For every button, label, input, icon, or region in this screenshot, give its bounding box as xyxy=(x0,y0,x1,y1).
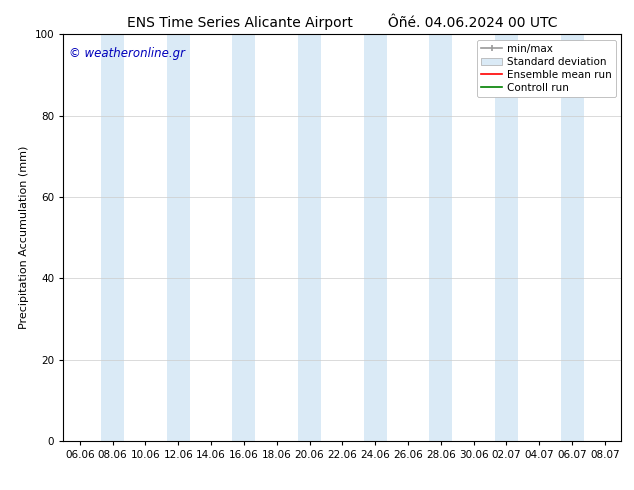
Legend: min/max, Standard deviation, Ensemble mean run, Controll run: min/max, Standard deviation, Ensemble me… xyxy=(477,40,616,97)
Bar xyxy=(429,34,452,441)
Bar xyxy=(101,34,124,441)
Title: ENS Time Series Alicante Airport        Ôñé. 04.06.2024 00 UTC: ENS Time Series Alicante Airport Ôñé. 04… xyxy=(127,14,558,30)
Bar xyxy=(495,34,518,441)
Y-axis label: Precipitation Accumulation (mm): Precipitation Accumulation (mm) xyxy=(19,146,29,329)
Bar xyxy=(233,34,256,441)
Text: © weatheronline.gr: © weatheronline.gr xyxy=(69,47,185,59)
Bar xyxy=(364,34,387,441)
Bar xyxy=(298,34,321,441)
Bar xyxy=(560,34,583,441)
Bar xyxy=(167,34,190,441)
